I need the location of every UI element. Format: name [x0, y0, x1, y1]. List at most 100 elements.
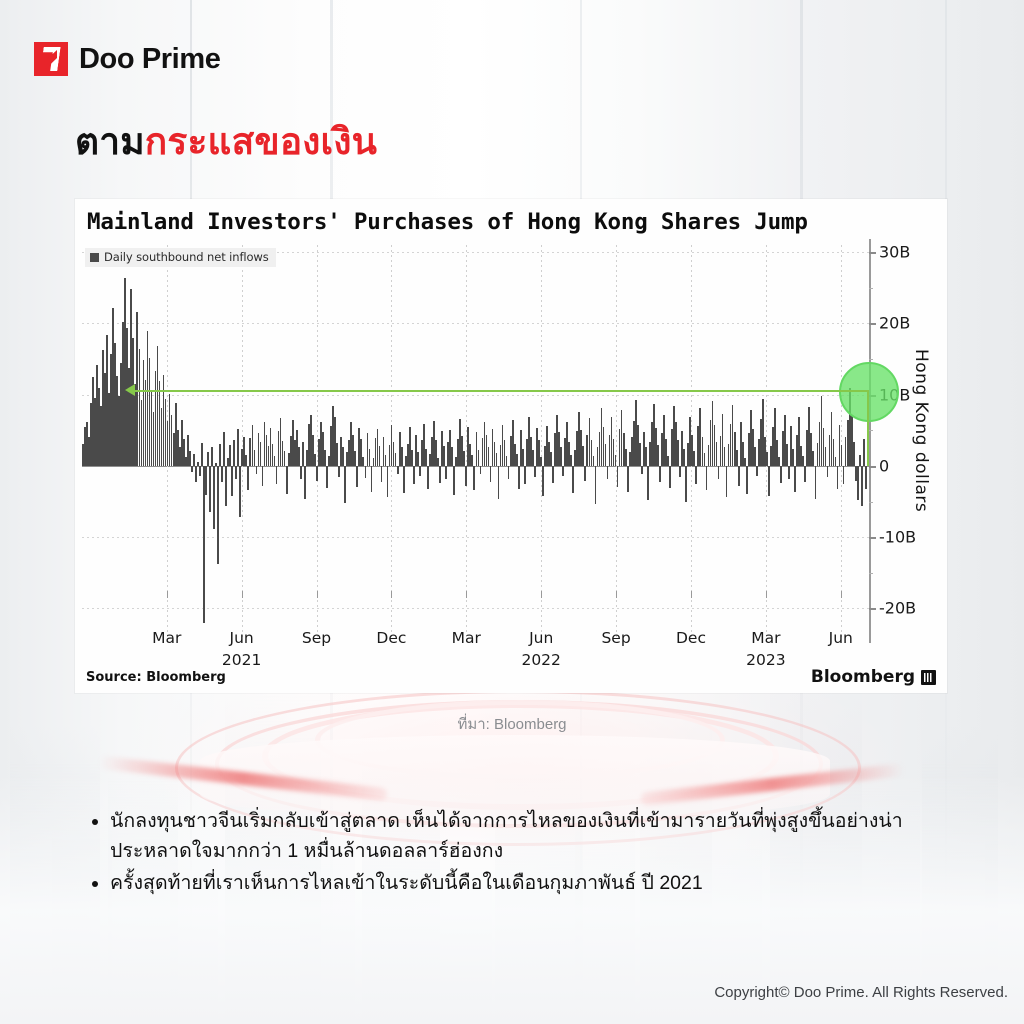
y-axis-minor-tick	[869, 287, 873, 289]
chart-bar	[790, 426, 792, 466]
chart-bar	[850, 414, 853, 466]
chart-bar	[475, 432, 478, 466]
gridline-vertical	[241, 245, 243, 637]
chart-bar	[342, 446, 345, 466]
chart-bar	[824, 447, 827, 466]
chart-bar	[211, 447, 213, 466]
chart-bar	[305, 450, 308, 466]
chart-bar	[620, 410, 623, 466]
chart-bar	[846, 420, 849, 466]
chart-bar	[693, 450, 696, 466]
y-axis-minor-tick	[869, 572, 873, 574]
chart-bar	[453, 465, 455, 496]
chart-bar	[320, 421, 322, 466]
chart-bar	[576, 431, 579, 466]
bullet-list-items: นักลงทุนชาวจีนเริ่มกลับเข้าสู่ตลาด เห็นไ…	[88, 806, 948, 899]
chart-bar	[348, 440, 351, 466]
chart-bar	[330, 426, 332, 466]
chart-bar	[677, 440, 679, 466]
chart-bar	[703, 453, 706, 466]
chart-bar	[768, 465, 770, 496]
chart-bar	[451, 447, 453, 466]
chart-bar	[842, 465, 845, 485]
chart-bar	[98, 387, 100, 466]
chart-bar	[287, 453, 290, 466]
chart-bar	[459, 418, 462, 466]
chart-bar	[104, 372, 106, 466]
chart-bar	[640, 465, 643, 475]
chart-bar	[281, 441, 284, 466]
chart-title: Mainland Investors' Purchases of Hong Ko…	[87, 209, 808, 235]
chart-bar	[630, 436, 633, 466]
chart-bar	[691, 434, 694, 466]
chart-bar	[638, 443, 641, 466]
chart-bar	[380, 465, 383, 482]
chart-bar	[122, 321, 125, 466]
chart-bar	[828, 434, 831, 466]
chart-bar	[384, 454, 387, 466]
page-title-black: ตาม	[75, 121, 145, 162]
chart-bar	[685, 465, 688, 503]
chart-bar	[717, 465, 720, 480]
x-axis-label: Mar	[152, 629, 182, 647]
chart-bar	[606, 465, 609, 479]
chart-bar	[455, 456, 458, 466]
chart-bar	[449, 429, 451, 466]
x-axis-year-label: 2021	[221, 651, 262, 669]
chart-bar	[297, 447, 300, 466]
chart-bar	[566, 422, 568, 466]
chart-bar	[382, 436, 385, 466]
chart-bar	[671, 428, 673, 466]
chart-bar	[471, 454, 474, 466]
chart-bar	[713, 425, 716, 466]
chart-bar	[146, 331, 149, 466]
chart-bar	[293, 439, 296, 466]
chart-bar	[800, 445, 803, 466]
chart-bar	[596, 447, 599, 466]
chart-bar	[699, 407, 702, 466]
chart-bar	[499, 445, 502, 466]
chart-bar	[507, 465, 510, 480]
chart-bar	[463, 450, 466, 466]
chart-bar	[538, 440, 540, 466]
chart-bar	[645, 447, 647, 466]
chart-bar	[727, 443, 730, 466]
chart-bar	[134, 383, 137, 466]
chart-bar	[425, 448, 427, 466]
chart-bar	[788, 465, 790, 479]
chart-bar	[731, 404, 734, 466]
chart-bar	[247, 465, 250, 491]
gridline-horizontal	[82, 608, 869, 610]
chart-bar	[346, 452, 349, 466]
chart-bar	[481, 438, 484, 466]
chart-bar	[318, 438, 320, 466]
chart-bar	[308, 423, 310, 466]
chart-bar	[772, 427, 774, 466]
chart-bar	[205, 465, 207, 496]
chart-bar	[273, 455, 276, 466]
chart-bar	[794, 465, 797, 492]
chart-bar	[114, 342, 116, 466]
chart-bar	[804, 465, 807, 482]
chart-bar	[513, 443, 516, 466]
chart-bar	[509, 436, 512, 466]
x-axis-label: Sep	[301, 629, 332, 647]
y-axis-title: Hong Kong dollars	[911, 349, 931, 513]
chart-bar	[590, 440, 593, 466]
chart-bar	[739, 422, 742, 466]
chart-bar	[542, 465, 544, 496]
brand-header: Doo Prime	[34, 42, 221, 76]
x-axis-tick	[616, 591, 618, 598]
chart-bar	[197, 461, 199, 466]
chart-bar	[578, 411, 581, 466]
x-axis-year-label: 2022	[521, 651, 561, 669]
chart-legend: Daily southbound net inflows	[85, 248, 276, 267]
chart-bar	[431, 436, 433, 466]
chart-bar	[182, 438, 185, 466]
y-axis-minor-tick	[869, 430, 873, 432]
chart-bar	[836, 465, 839, 489]
chart-bar	[84, 427, 86, 466]
gridline-horizontal	[82, 394, 869, 396]
chart-bar	[170, 414, 173, 466]
y-axis-minor-tick	[869, 501, 873, 503]
